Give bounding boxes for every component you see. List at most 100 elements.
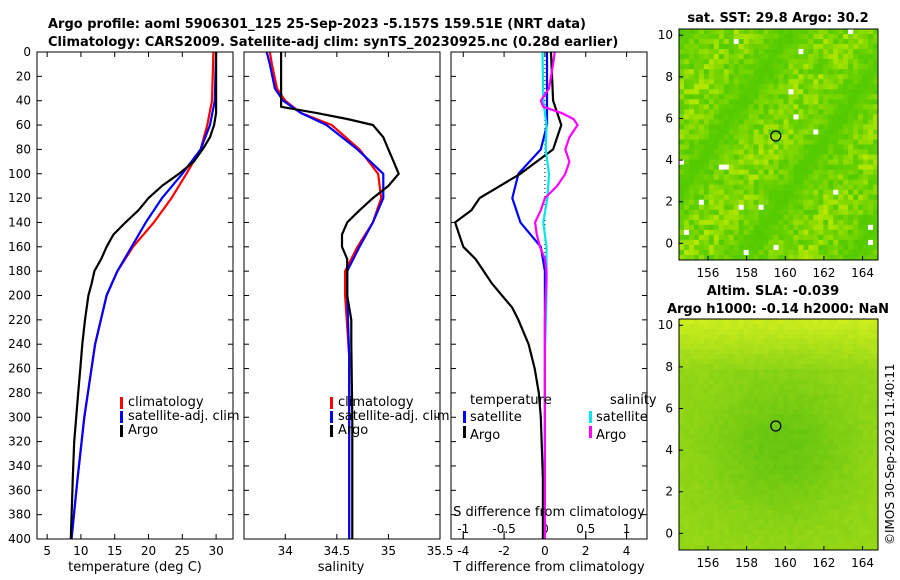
map-cell	[763, 494, 769, 501]
map-cell	[728, 334, 735, 340]
x-tick-label: 15	[107, 544, 122, 558]
map-cell	[838, 319, 844, 325]
map-cell	[763, 219, 769, 226]
map-cell	[863, 54, 869, 60]
map-cell	[818, 134, 824, 140]
map-cell	[698, 119, 705, 125]
map-cell	[833, 449, 839, 455]
map-cell	[848, 344, 854, 350]
salinity-legend: climatology satellite-adj. clim Argo	[330, 395, 450, 438]
map-cell	[679, 389, 685, 395]
map-cell	[818, 149, 824, 155]
map-cell	[818, 479, 824, 486]
map-cell	[713, 424, 720, 430]
map-cell	[873, 404, 879, 410]
map-cell	[679, 504, 685, 511]
map-cell	[818, 419, 824, 425]
map-cell	[698, 489, 705, 496]
map-cell	[753, 114, 760, 120]
map-cell	[753, 409, 760, 415]
map-cell	[679, 234, 685, 241]
map-cell	[728, 424, 735, 430]
map-cell	[698, 229, 705, 236]
map-cell	[808, 79, 814, 85]
map-cell	[713, 184, 720, 191]
map-cell	[703, 439, 710, 445]
map-cell	[848, 439, 854, 445]
map-cell	[703, 164, 710, 171]
map-cell	[708, 64, 715, 70]
map-cell	[753, 224, 760, 231]
map-cell	[808, 89, 814, 95]
map-cell	[858, 99, 864, 105]
map-cell	[723, 79, 730, 85]
map-cell	[863, 134, 869, 140]
map-cell	[758, 169, 764, 176]
map-cell	[858, 224, 864, 231]
map-cell	[843, 479, 849, 486]
map-cell	[693, 254, 700, 261]
map-cell	[768, 384, 774, 390]
map-cell	[778, 64, 784, 70]
map-cell	[848, 424, 854, 430]
map-cell	[868, 159, 874, 165]
map-cell	[703, 514, 710, 521]
map-cell	[723, 359, 730, 365]
map-cell	[693, 344, 700, 350]
map-cell	[698, 364, 705, 370]
map-cell	[743, 529, 750, 536]
map-cell	[708, 324, 715, 330]
map-cell	[873, 354, 879, 360]
map-cell	[858, 509, 864, 516]
map-cell	[808, 479, 814, 486]
y-tick-label: 100	[8, 167, 31, 181]
map-cell	[713, 504, 720, 511]
map-cell	[803, 394, 809, 400]
map-cell	[713, 414, 720, 420]
map-cell	[688, 84, 695, 90]
map-cell	[698, 29, 705, 35]
map-cell	[679, 119, 685, 125]
map-cell	[868, 364, 874, 370]
map-cell	[748, 484, 755, 491]
map-cell	[713, 199, 720, 206]
map-cell	[738, 454, 745, 461]
map-cell	[738, 29, 745, 35]
map-cell	[708, 79, 715, 85]
map-cell	[858, 154, 864, 160]
map-cell	[873, 374, 879, 380]
map-cell	[868, 224, 874, 231]
map-cell	[843, 124, 849, 130]
map-cell	[868, 114, 874, 120]
map-cell	[788, 214, 794, 221]
map-cell	[828, 189, 834, 196]
map-cell	[783, 379, 789, 385]
map-cell	[758, 524, 764, 531]
map-cell	[798, 164, 804, 171]
map-cell	[873, 369, 879, 375]
map-cell	[858, 179, 864, 186]
map-cell	[853, 59, 859, 65]
map-cell	[793, 79, 799, 85]
map-cell	[738, 399, 745, 405]
map-cell	[803, 129, 809, 135]
map-cell	[808, 44, 814, 50]
map-cell	[813, 154, 819, 160]
map-cell	[848, 539, 854, 546]
map-cell	[798, 149, 804, 155]
map-cell	[703, 229, 710, 236]
map-cell	[713, 164, 720, 171]
map-cell	[838, 164, 844, 171]
map-cell	[698, 49, 705, 55]
map-cell	[823, 179, 829, 186]
map-cell	[679, 384, 685, 390]
map-cell	[703, 169, 710, 176]
map-cell	[708, 414, 715, 420]
map-cell	[679, 514, 685, 521]
map-cell	[723, 484, 730, 491]
map-cell	[733, 389, 740, 395]
map-cell	[763, 69, 769, 75]
map-cell	[733, 239, 740, 246]
map-cell	[718, 429, 725, 435]
map-cell	[713, 189, 720, 196]
